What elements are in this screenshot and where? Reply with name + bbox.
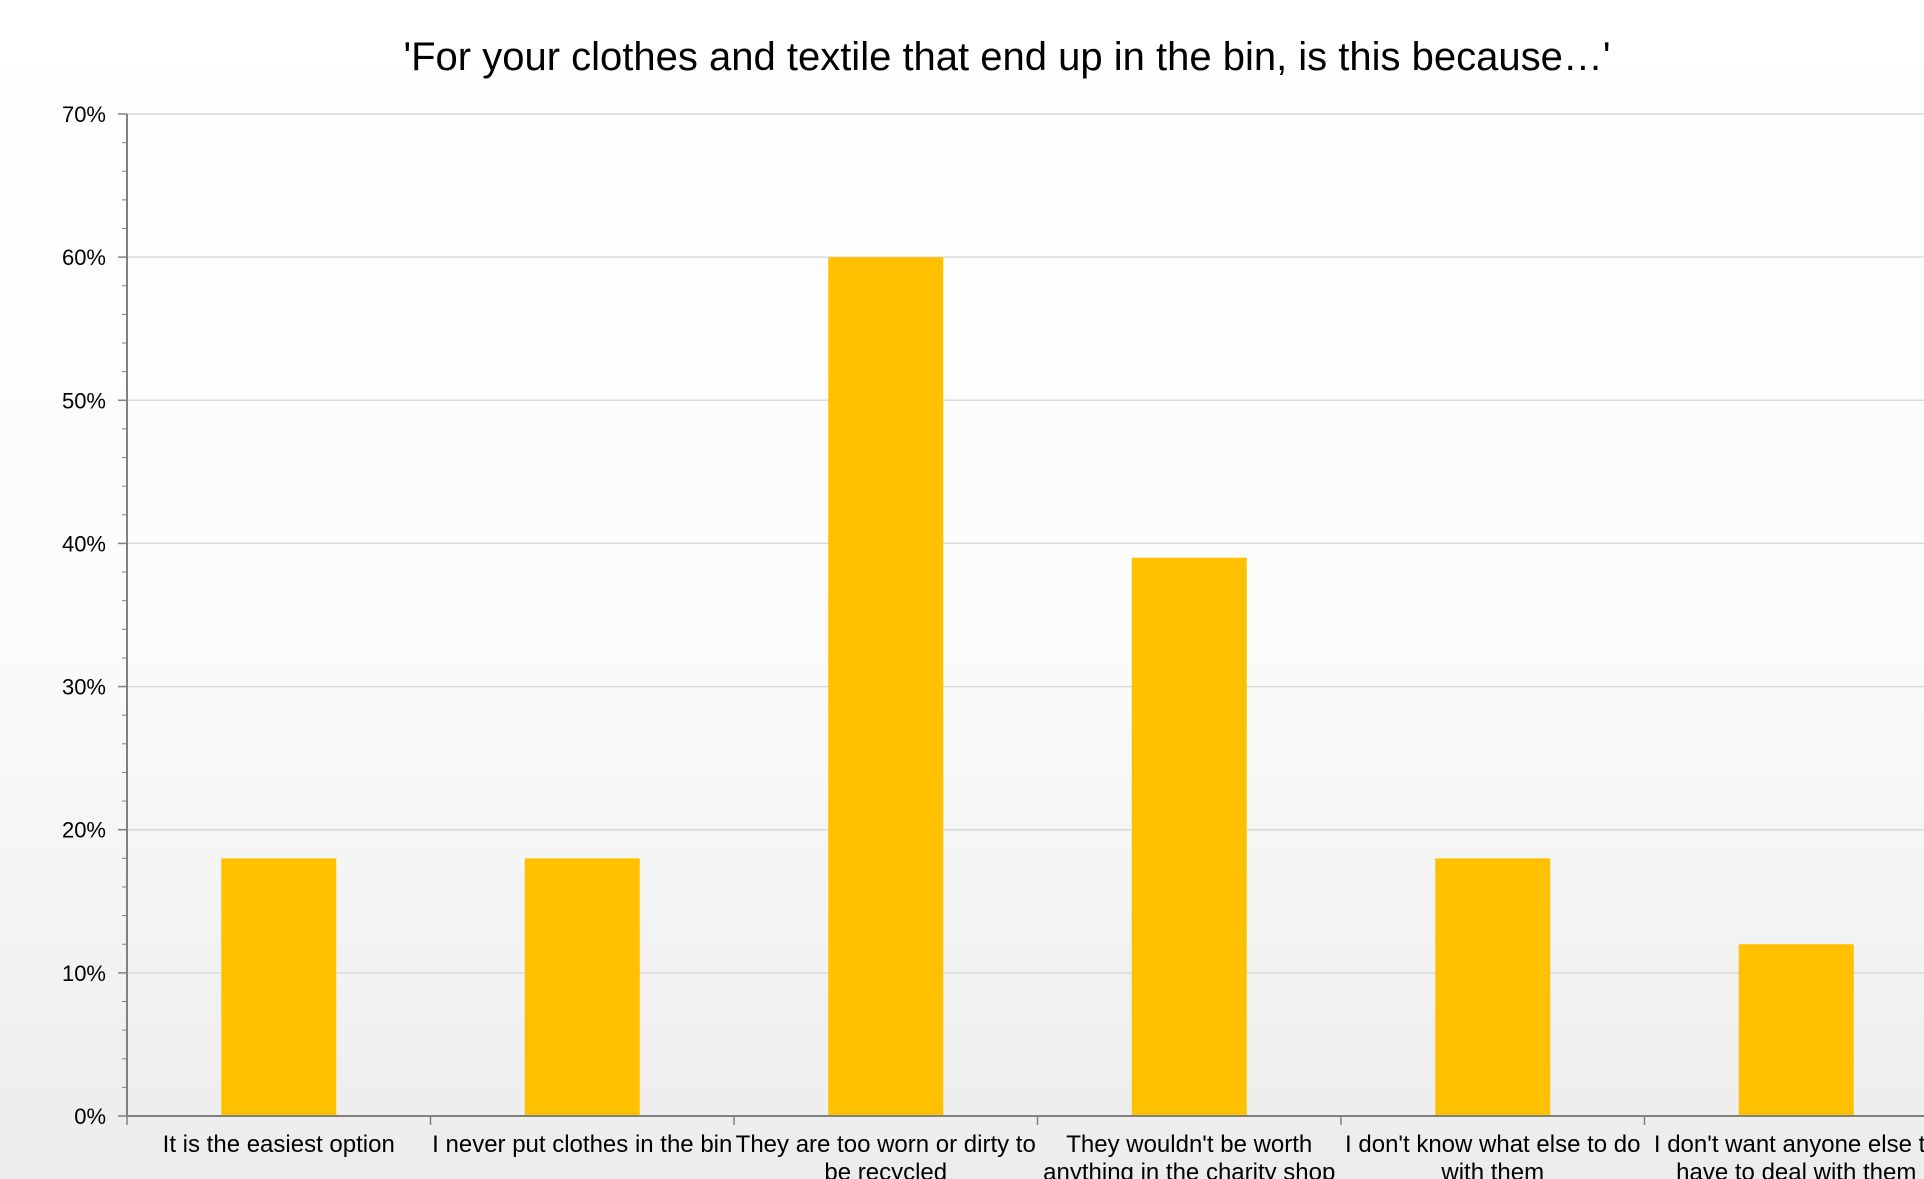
y-tick-label: 0% (74, 1104, 106, 1129)
x-category-label: They are too worn or dirty to be recycled (736, 1131, 1036, 1179)
x-category-label-line: I never put clothes in the bin (432, 1131, 732, 1158)
x-category-label-line: They wouldn't be worth (1066, 1131, 1312, 1158)
y-tick-label: 70% (62, 102, 106, 127)
x-category-label-line: I don't know what else to do (1345, 1131, 1640, 1158)
x-category-label: They wouldn't be worth anything in the ch… (1043, 1131, 1335, 1179)
x-category-label: I don't want anyone else to have to deal … (1654, 1131, 1924, 1179)
bar-6 (1738, 944, 1854, 1116)
y-tick-label: 20% (62, 818, 106, 843)
y-tick-label: 10% (62, 961, 106, 986)
bar-1 (221, 858, 337, 1116)
x-category-label-line: I don't want anyone else to (1654, 1131, 1924, 1158)
x-category-label-line: with them (1440, 1159, 1544, 1179)
y-tick-label: 40% (62, 531, 106, 556)
y-tick-label: 30% (62, 675, 106, 700)
x-category-label-line: They are too worn or dirty to (736, 1131, 1036, 1158)
x-category-label: I don't know what else to do with them (1345, 1131, 1640, 1179)
x-category-label-line: be recycled (824, 1159, 947, 1179)
x-category-label-line: It is the easiest option (163, 1131, 395, 1158)
x-category-label: I never put clothes in the bin (432, 1131, 732, 1158)
x-category-label-line: anything in the charity shop (1043, 1159, 1335, 1179)
x-category-labels: It is the easiest option I never put clot… (163, 1131, 1924, 1179)
x-category-label: It is the easiest option (163, 1131, 395, 1158)
bar-5 (1435, 858, 1551, 1116)
y-tick-label: 50% (62, 388, 106, 413)
bars (221, 257, 1854, 1117)
bar-4 (1131, 557, 1247, 1116)
y-tick-labels: 0% 10% 20% 30% 40% 50% 60% 70% (62, 102, 106, 1129)
bar-3 (828, 257, 944, 1117)
y-tick-label: 60% (62, 245, 106, 270)
axes (118, 113, 1924, 1125)
chart-title: 'For your clothes and textile that end u… (403, 35, 1610, 79)
x-category-label-line: have to deal with them (1676, 1159, 1916, 1179)
gridlines (127, 113, 1924, 974)
bar-2 (524, 858, 640, 1116)
